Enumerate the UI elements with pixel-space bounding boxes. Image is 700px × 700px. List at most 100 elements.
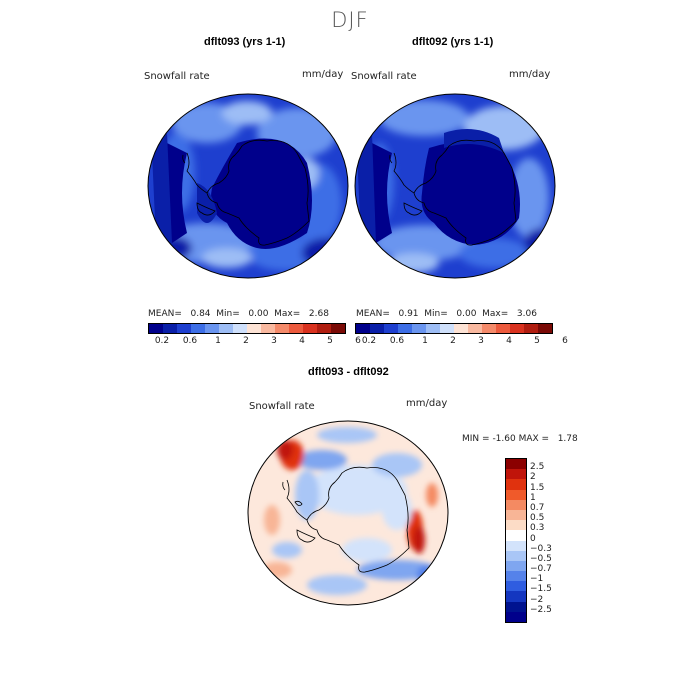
- diff-minmax: MIN = -1.60 MAX = 1.78: [462, 434, 578, 444]
- colorbar-tick-label: 5: [534, 336, 540, 346]
- colorbar-swatch: [191, 324, 205, 333]
- colorbar-tick-label: −2.5: [530, 604, 552, 615]
- map2-min-label: Min=: [424, 309, 448, 319]
- colorbar-swatch: [317, 324, 331, 333]
- map2-max-value: 3.06: [516, 309, 537, 319]
- colorbar-swatch: [149, 324, 163, 333]
- diff-max-value: 1.78: [557, 434, 578, 444]
- map2-units-label: mm/day: [509, 69, 551, 80]
- map1-snowfall-map: [147, 93, 349, 279]
- map1-units-label: mm/day: [302, 69, 344, 80]
- colorbar-swatch: [506, 571, 526, 582]
- colorbar-swatch: [506, 499, 526, 510]
- diff-title: dflt093 - dflt092: [308, 366, 389, 378]
- colorbar-swatch: [506, 459, 526, 470]
- colorbar-swatch: [289, 324, 303, 333]
- map2-snowfall-map: [354, 93, 556, 279]
- colorbar-swatch: [468, 324, 482, 333]
- colorbar-swatch: [496, 324, 510, 333]
- map2-min-value: 0.00: [456, 309, 477, 319]
- colorbar-tick-label: −0.5: [530, 553, 552, 564]
- colorbar-tick-label: 1: [530, 492, 536, 503]
- map1-colorbar: [148, 323, 346, 334]
- map1-variable-label: Snowfall rate: [144, 71, 210, 82]
- colorbar-swatch: [524, 324, 538, 333]
- colorbar-tick-label: −0.7: [530, 564, 552, 575]
- map1-mean-label: MEAN=: [148, 309, 182, 319]
- colorbar-tick-label: 0.6: [182, 336, 198, 346]
- colorbar-swatch: [247, 324, 261, 333]
- colorbar-swatch: [510, 324, 524, 333]
- colorbar-swatch: [426, 324, 440, 333]
- map1-min-value: 0.00: [248, 309, 269, 319]
- colorbar-swatch: [303, 324, 317, 333]
- colorbar-swatch: [506, 581, 526, 592]
- colorbar-tick-label: 3: [271, 336, 277, 346]
- map2-max-label: Max=: [482, 309, 509, 319]
- colorbar-swatch: [356, 324, 370, 333]
- colorbar-tick-label: 2: [530, 472, 536, 483]
- colorbar-swatch: [275, 324, 289, 333]
- colorbar-tick-label: 0.2: [361, 336, 377, 346]
- diff-min-value: -1.60: [492, 434, 516, 444]
- diff-colorbar-ticks: 2.5 2 1.5 1 0.7 0.5 0.3 0 −0.3 −0.5 −0.7 −1 −1.5 −2 −2…: [530, 458, 570, 621]
- map2-mean-label: MEAN=: [356, 309, 390, 319]
- colorbar-swatch: [440, 324, 454, 333]
- colorbar-tick-label: −0.3: [530, 543, 552, 554]
- map2-colorbar-ticks: 0.2 0.6 1 2 3 4 5 6: [355, 336, 568, 348]
- map1-max-value: 2.68: [308, 309, 329, 319]
- map1-colorbar-ticks: 0.2 0.6 1 2 3 4 5 6: [148, 336, 361, 348]
- colorbar-swatch: [454, 324, 468, 333]
- colorbar-swatch: [384, 324, 398, 333]
- colorbar-tick-label: −1.5: [530, 584, 552, 595]
- colorbar-tick-label: 0.7: [530, 502, 545, 513]
- colorbar-swatch: [506, 560, 526, 572]
- diff-max-label: MAX =: [518, 434, 550, 444]
- colorbar-swatch: [506, 601, 526, 612]
- colorbar-swatch: [506, 591, 526, 602]
- colorbar-tick-label: 0.2: [154, 336, 170, 346]
- colorbar-tick-label: 2: [243, 336, 249, 346]
- colorbar-tick-label: 6: [355, 336, 361, 346]
- colorbar-swatch: [219, 324, 233, 333]
- map1-min-label: Min=: [216, 309, 240, 319]
- colorbar-swatch: [205, 324, 219, 333]
- colorbar-tick-label: 1: [215, 336, 221, 346]
- map1-stats: MEAN= 0.84 Min= 0.00 Max= 2.68: [148, 309, 329, 319]
- colorbar-tick-label: 6: [562, 336, 568, 346]
- map2-colorbar: [355, 323, 553, 334]
- colorbar-swatch: [506, 530, 526, 541]
- colorbar-tick-label: 2.5: [530, 462, 545, 473]
- colorbar-tick-label: 0.6: [389, 336, 405, 346]
- diff-min-label: MIN =: [462, 434, 490, 444]
- colorbar-swatch: [538, 324, 552, 333]
- colorbar-tick-label: −2: [530, 594, 544, 605]
- colorbar-tick-label: 0.5: [530, 513, 545, 524]
- colorbar-swatch: [506, 509, 526, 521]
- colorbar-swatch: [177, 324, 191, 333]
- colorbar-swatch: [261, 324, 275, 333]
- map2-variable-label: Snowfall rate: [351, 71, 417, 82]
- colorbar-swatch: [506, 520, 526, 531]
- map2-title: dflt092 (yrs 1-1): [412, 36, 494, 48]
- colorbar-tick-label: 4: [299, 336, 305, 346]
- colorbar-swatch: [506, 479, 526, 490]
- colorbar-swatch: [233, 324, 247, 333]
- colorbar-tick-label: 4: [506, 336, 512, 346]
- colorbar-swatch: [482, 324, 496, 333]
- colorbar-swatch: [506, 540, 526, 551]
- colorbar-swatch: [506, 469, 526, 480]
- colorbar-tick-label: −1: [530, 574, 544, 585]
- colorbar-tick-label: 3: [478, 336, 484, 346]
- diff-snowfall-map: [247, 420, 449, 606]
- diff-units-label: mm/day: [406, 398, 448, 409]
- colorbar-swatch: [370, 324, 384, 333]
- figure-title: DJF: [331, 8, 369, 32]
- map1-title: dflt093 (yrs 1-1): [204, 36, 286, 48]
- colorbar-swatch: [506, 611, 526, 622]
- colorbar-tick-label: 0: [530, 533, 536, 544]
- colorbar-swatch: [398, 324, 412, 333]
- colorbar-tick-label: 5: [327, 336, 333, 346]
- colorbar-swatch: [331, 324, 345, 333]
- diff-colorbar: [505, 458, 527, 623]
